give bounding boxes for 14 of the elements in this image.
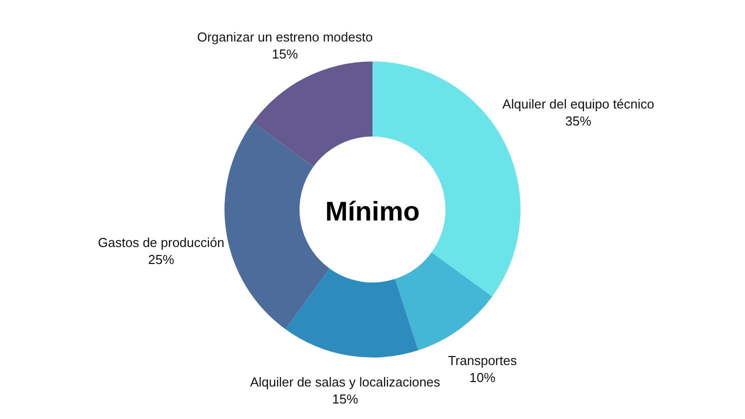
data-label: 15% <box>332 391 359 406</box>
donut-slice <box>395 252 492 350</box>
slice-label: Gastos de producción <box>98 234 224 250</box>
data-label: 15% <box>272 46 298 62</box>
donut-slice <box>252 62 372 167</box>
data-label: 10% <box>469 370 496 385</box>
data-label: 35% <box>565 114 592 129</box>
slice-label: Alquiler de salas y localizaciones <box>250 374 441 390</box>
slice-label: Transportes <box>448 352 518 368</box>
text: Mínimo <box>325 196 420 226</box>
slice-label: Alquiler del equipo técnico <box>502 96 654 112</box>
data-label: 25% <box>148 252 175 267</box>
donut-slice <box>286 268 418 358</box>
slice-label: Organizar un estreno modesto <box>197 30 373 45</box>
